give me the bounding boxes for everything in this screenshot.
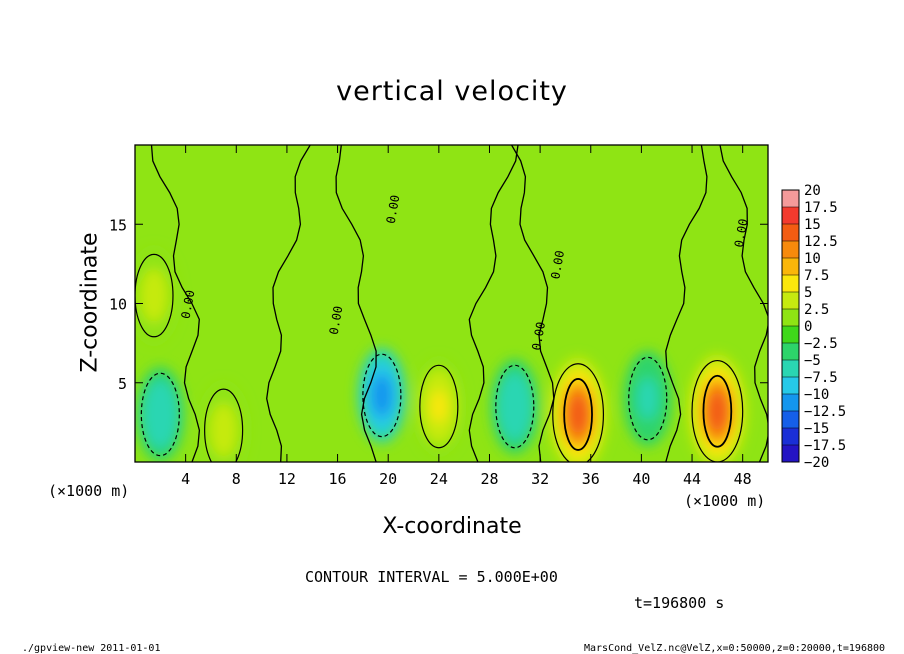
contour-2 bbox=[419, 364, 459, 449]
colorbar-swatch-9 bbox=[782, 343, 799, 361]
colorbar-label-0: 20 bbox=[804, 183, 821, 199]
colorbar-label-7: 2.5 bbox=[804, 302, 829, 318]
x-tick-label-10: 44 bbox=[683, 470, 701, 488]
x-tick-label-11: 48 bbox=[734, 470, 752, 488]
colorbar-swatch-1 bbox=[782, 207, 799, 225]
colorbar-label-6: 5 bbox=[804, 285, 812, 301]
zero-contour-2 bbox=[335, 145, 377, 462]
feature-updraft-1 bbox=[707, 391, 728, 432]
y-axis-label: Z-coordinate bbox=[77, 232, 103, 373]
footer-right: MarsCond_VelZ.nc@VelZ,x=0:50000,z=0:2000… bbox=[584, 643, 886, 654]
feature-downdraft-6 bbox=[149, 393, 172, 436]
colorbar-swatch-12 bbox=[782, 394, 799, 412]
contour-label-0: 0.00 bbox=[179, 289, 198, 320]
feature-updraft-3 bbox=[145, 279, 163, 313]
contour-0 bbox=[552, 363, 605, 462]
feature-updraft-0 bbox=[567, 394, 589, 435]
x-tick-label-6: 28 bbox=[480, 470, 498, 488]
contour-labels: 0.00 0.00 0.00 0.00 0.00 0.00 bbox=[179, 194, 751, 352]
colorbar-swatch-8 bbox=[782, 326, 799, 344]
contour-label-3: 0.00 bbox=[548, 249, 567, 280]
colorbar-label-10: −5 bbox=[804, 353, 821, 369]
y-tick-label-2: 15 bbox=[109, 216, 127, 234]
footer-left: ./gpview-new 2011-01-01 bbox=[22, 643, 161, 654]
x-unit-label-right: (×1000 m) bbox=[684, 492, 766, 510]
colorbar-label-3: 12.5 bbox=[804, 234, 838, 250]
colorbar-swatch-2 bbox=[782, 224, 799, 242]
colorbar-label-9: −2.5 bbox=[804, 336, 838, 352]
zero-contour-0 bbox=[150, 145, 201, 462]
contour-label-1: 0.00 bbox=[384, 194, 403, 225]
feature-downdraft-7 bbox=[504, 385, 526, 428]
zero-contour-3 bbox=[468, 145, 519, 462]
y-tick-label-0: 5 bbox=[118, 375, 127, 393]
colorbar-swatch-4 bbox=[782, 258, 799, 276]
colorbar-label-16: −20 bbox=[804, 455, 829, 471]
colorbar-label-11: −7.5 bbox=[804, 370, 838, 386]
colorbar-label-5: 7.5 bbox=[804, 268, 829, 284]
time-label: t=196800 s bbox=[634, 594, 725, 612]
x-tick-label-8: 36 bbox=[582, 470, 600, 488]
colorbar: 2017.51512.5107.552.50−2.5−5−7.5−10−12.5… bbox=[781, 183, 846, 471]
x-unit-label-left: (×1000 m) bbox=[48, 482, 130, 500]
x-tick-label-9: 40 bbox=[632, 470, 650, 488]
contour-7 bbox=[495, 364, 535, 449]
colorbar-swatch-15 bbox=[782, 445, 799, 463]
contour-label-4: 0.00 bbox=[732, 218, 751, 249]
colorbar-label-4: 10 bbox=[804, 251, 821, 267]
zero-contour-1 bbox=[266, 145, 311, 462]
x-tick-label-7: 32 bbox=[531, 470, 549, 488]
colorbar-swatch-13 bbox=[782, 411, 799, 429]
contour-label-5: 0.00 bbox=[327, 305, 346, 336]
x-tick-label-2: 12 bbox=[278, 470, 296, 488]
x-tick-label-0: 4 bbox=[181, 470, 190, 488]
colorbar-swatch-11 bbox=[782, 377, 799, 395]
contour-3 bbox=[135, 253, 174, 338]
x-tick-label-1: 8 bbox=[232, 470, 241, 488]
contour-interval: CONTOUR INTERVAL = 5.000E+00 bbox=[305, 568, 558, 586]
contour-6 bbox=[140, 372, 180, 457]
colorbar-label-14: −15 bbox=[804, 421, 829, 437]
x-axis-label: X-coordinate bbox=[382, 514, 522, 539]
colorbar-swatch-5 bbox=[782, 275, 799, 293]
colorbar-swatch-10 bbox=[782, 360, 799, 378]
colorbar-swatch-7 bbox=[782, 309, 799, 327]
colorbar-label-8: 0 bbox=[804, 319, 812, 335]
x-axis: 4 8 12 16 20 24 28 32 36 40 44 48 bbox=[181, 145, 752, 488]
velocity-field bbox=[135, 145, 768, 462]
x-tick-label-4: 20 bbox=[379, 470, 397, 488]
zero-contour-5 bbox=[665, 145, 708, 462]
colorbar-label-2: 15 bbox=[804, 217, 821, 233]
contour-5 bbox=[362, 353, 402, 438]
contour-inner-1 bbox=[702, 374, 733, 448]
feature-updraft-4 bbox=[215, 413, 232, 447]
y-axis: 5 10 15 bbox=[109, 216, 768, 393]
colorbar-swatch-6 bbox=[782, 292, 799, 310]
x-tick-label-3: 16 bbox=[329, 470, 347, 488]
contour-1 bbox=[691, 359, 744, 462]
feature-downdraft-5 bbox=[371, 374, 393, 417]
contour-inner-0 bbox=[563, 378, 593, 451]
colorbar-swatch-0 bbox=[782, 190, 799, 208]
feature-downdraft-8 bbox=[637, 377, 659, 420]
contour-label-2: 0.00 bbox=[529, 321, 548, 352]
colorbar-label-12: −10 bbox=[804, 387, 829, 403]
zero-contour-4 bbox=[511, 145, 555, 462]
colorbar-swatch-3 bbox=[782, 241, 799, 259]
colorbar-swatch-14 bbox=[782, 428, 799, 446]
x-tick-label-5: 24 bbox=[430, 470, 448, 488]
y-tick-label-1: 10 bbox=[109, 296, 127, 314]
contour-8 bbox=[628, 356, 668, 441]
colorbar-label-15: −17.5 bbox=[804, 438, 846, 454]
chart-title: vertical velocity bbox=[336, 76, 568, 107]
feature-updraft-2 bbox=[430, 389, 448, 424]
colorbar-label-13: −12.5 bbox=[804, 404, 846, 420]
colorbar-label-1: 17.5 bbox=[804, 200, 838, 216]
contour-4 bbox=[204, 388, 244, 462]
